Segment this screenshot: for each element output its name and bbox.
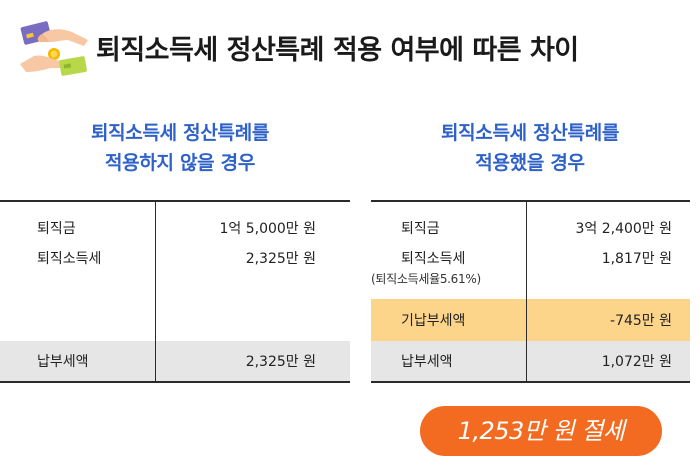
left-panel-heading: 퇴직소득세 정산특례를 적용하지 않을 경우 [10, 118, 350, 178]
right-panel-title-line2: 적용했을 경우 [475, 152, 585, 174]
total-value: 2,325만 원 [154, 341, 350, 383]
left-panel-title-line2: 적용하지 않을 경우 [104, 152, 256, 174]
row-value: 1,817만 원 [525, 243, 690, 299]
row-label-cell: 퇴직소득세 (퇴직소득세율5.61%) [371, 243, 526, 299]
row-label: 퇴직소득세 [401, 251, 466, 267]
highlight-row: 기납부세액 -745만 원 [371, 299, 690, 341]
total-label: 납부세액 [371, 341, 526, 383]
savings-badge: 1,253만 원 절세 [420, 406, 662, 456]
row-label: 퇴직금 [0, 200, 155, 243]
highlight-value: -745만 원 [525, 299, 690, 341]
header: 퇴직소득세 정산특례 적용 여부에 따른 차이 [0, 0, 700, 95]
row-label: 퇴직소득세 [37, 251, 102, 267]
total-value: 1,072만 원 [525, 341, 690, 383]
total-row: 납부세액 1,072만 원 [371, 341, 690, 383]
left-panel-title-line1: 퇴직소득세 정산특례를 [90, 122, 270, 144]
page-title: 퇴직소득세 정산특례 적용 여부에 따른 차이 [96, 35, 579, 66]
row-label: 퇴직금 [371, 200, 526, 243]
table-row: 퇴직금 1억 5,000만 원 [0, 200, 350, 243]
right-panel-heading: 퇴직소득세 정산특례를 적용했을 경우 [370, 118, 690, 178]
table-row: 퇴직금 3억 2,400만 원 [371, 200, 690, 243]
total-row: 납부세액 2,325만 원 [0, 341, 350, 383]
table-row: 퇴직소득세 2,325만 원 [0, 243, 350, 341]
total-label: 납부세액 [0, 341, 155, 383]
row-value: 3억 2,400만 원 [525, 200, 690, 243]
left-table: 퇴직금 1억 5,000만 원 퇴직소득세 2,325만 원 납부세액 2,32… [0, 200, 350, 383]
right-panel-title-line1: 퇴직소득세 정산특례를 [440, 122, 620, 144]
right-table: 퇴직금 3억 2,400만 원 퇴직소득세 (퇴직소득세율5.61%) 1,81… [371, 200, 690, 383]
row-value: 1억 5,000만 원 [154, 200, 350, 243]
table-row: 퇴직소득세 (퇴직소득세율5.61%) 1,817만 원 [371, 243, 690, 299]
highlight-label: 기납부세액 [371, 299, 526, 341]
row-value: 2,325만 원 [154, 243, 350, 341]
hands-money-icon [20, 21, 88, 76]
tax-rate-note: (퇴직소득세율5.61%) [371, 272, 481, 286]
